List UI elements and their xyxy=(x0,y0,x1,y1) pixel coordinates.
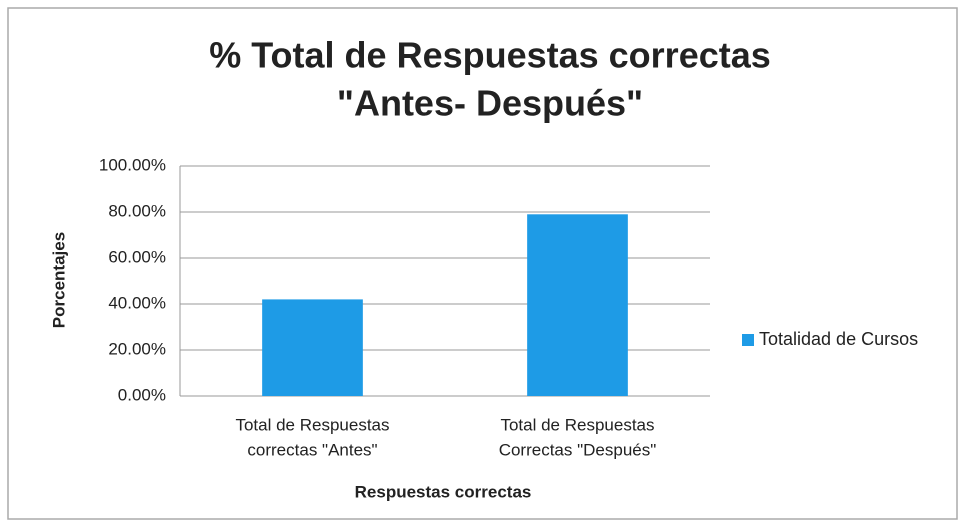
bar xyxy=(262,299,363,396)
chart-frame xyxy=(7,7,958,520)
x-axis-title: Respuestas correctas xyxy=(355,482,532,501)
x-tick-label: correctas "Antes" xyxy=(247,440,377,459)
bar xyxy=(527,214,628,396)
chart-title: "Antes- Después" xyxy=(337,83,643,124)
y-tick-label: 100.00% xyxy=(99,155,166,174)
x-tick-label: Total de Respuestas xyxy=(500,415,654,434)
y-tick-label: 80.00% xyxy=(108,201,166,220)
x-tick-label: Correctas "Después" xyxy=(499,440,657,459)
y-tick-label: 20.00% xyxy=(108,339,166,358)
legend-swatch xyxy=(742,334,754,346)
x-tick-label: Total de Respuestas xyxy=(235,415,389,434)
y-tick-label: 0.00% xyxy=(118,385,166,404)
chart-title: % Total de Respuestas correctas xyxy=(209,35,771,76)
y-tick-label: 60.00% xyxy=(108,247,166,266)
legend-label: Totalidad de Cursos xyxy=(759,329,918,349)
y-axis-title: Porcentajes xyxy=(49,232,68,328)
y-tick-label: 40.00% xyxy=(108,293,166,312)
